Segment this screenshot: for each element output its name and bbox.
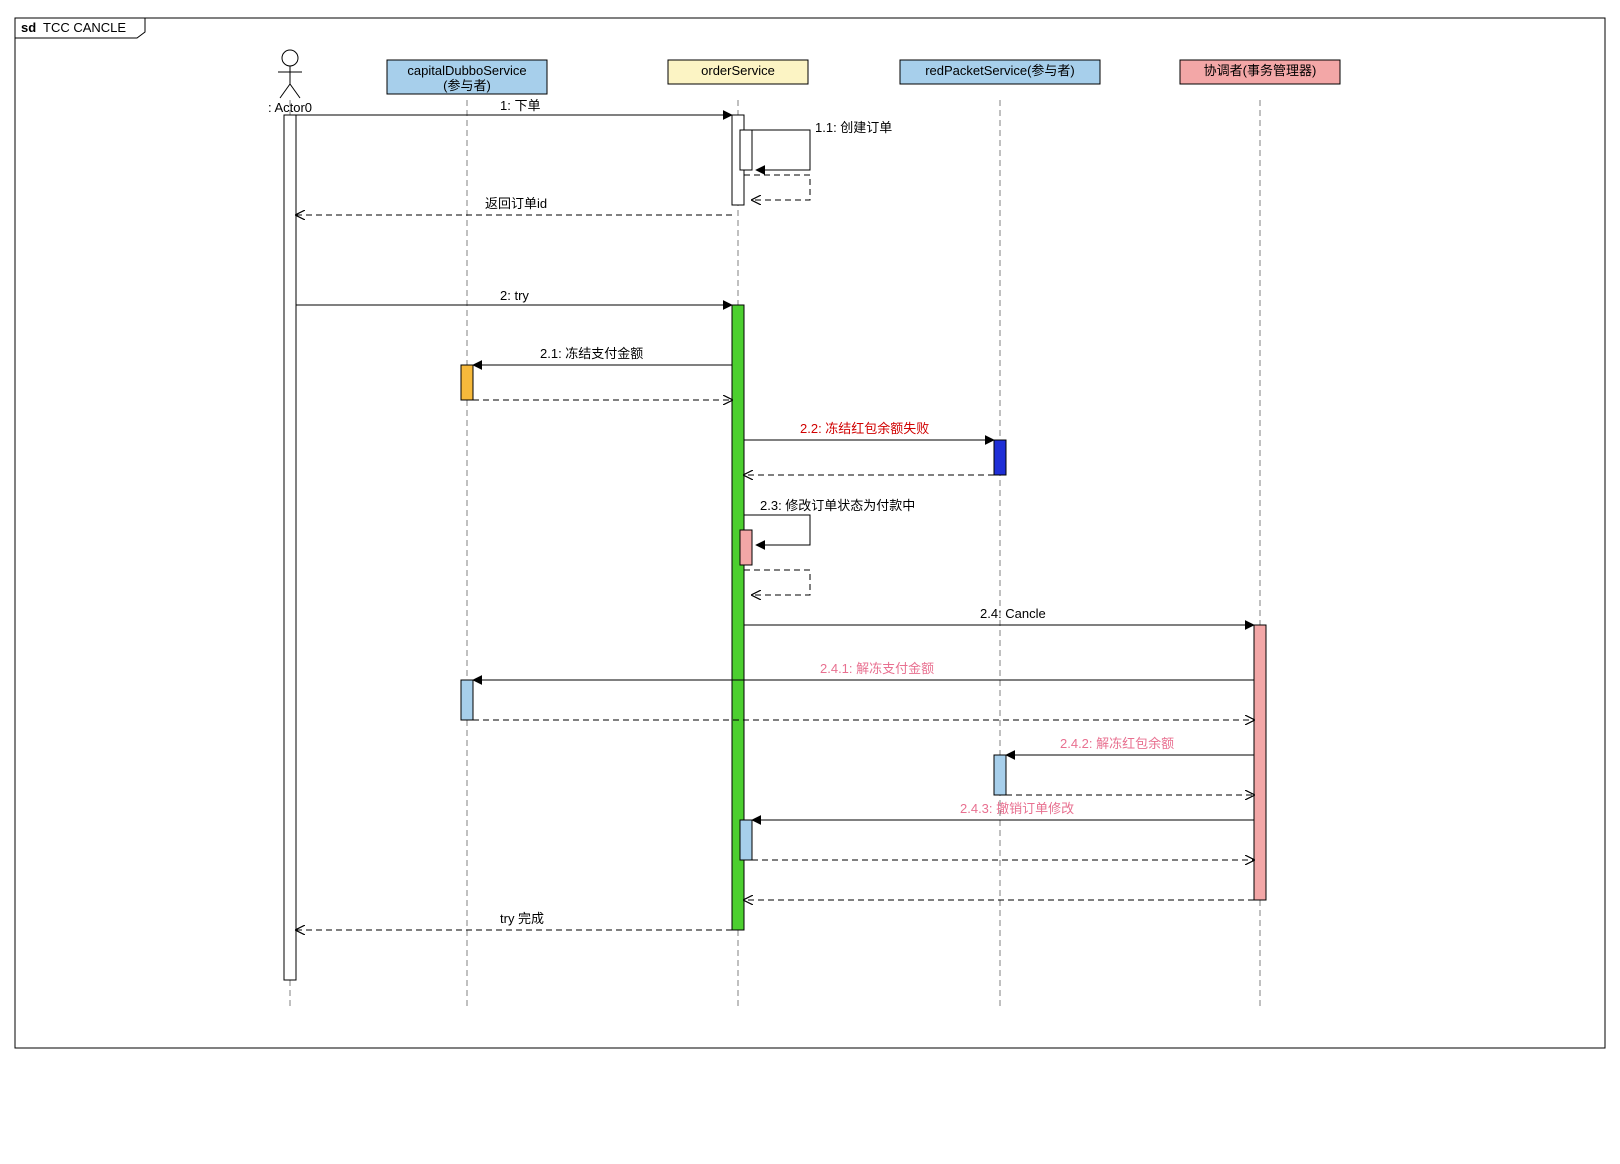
activation-0 xyxy=(284,115,296,980)
message-label-12: 2.4.1: 解冻支付金额 xyxy=(820,661,934,676)
participant-order-label-0: orderService xyxy=(701,63,775,78)
activation-5 xyxy=(994,440,1006,475)
message-9 xyxy=(744,515,810,545)
message-1 xyxy=(744,130,810,170)
frame-title: TCC CANCLE xyxy=(43,20,126,35)
activation-8 xyxy=(461,680,473,720)
participant-redpacket-label-0: redPacketService(参与者) xyxy=(925,63,1075,78)
actor-head xyxy=(282,50,298,66)
message-label-14: 2.4.2: 解冻红包余额 xyxy=(1060,736,1174,751)
message-label-19: try 完成 xyxy=(500,911,544,926)
message-label-3: 返回订单id xyxy=(485,196,547,211)
activation-9 xyxy=(994,755,1006,795)
message-label-5: 2.1: 冻结支付金额 xyxy=(540,346,643,361)
participant-coord-label-0: 协调者(事务管理器) xyxy=(1204,63,1317,78)
message-label-1: 1.1: 创建订单 xyxy=(815,120,892,135)
message-return-10 xyxy=(744,570,810,595)
message-label-9: 2.3: 修改订单状态为付款中 xyxy=(760,498,915,513)
activation-7 xyxy=(1254,625,1266,900)
message-label-4: 2: try xyxy=(500,288,529,303)
participant-capital-label-0: capitalDubboService xyxy=(407,63,526,78)
activation-6 xyxy=(740,530,752,565)
activation-10 xyxy=(740,820,752,860)
message-label-11: 2.4: Cancle xyxy=(980,606,1046,621)
frame-prefix: sd xyxy=(21,20,36,35)
activation-2 xyxy=(740,130,752,170)
message-label-16: 2.4.3: 撤销订单修改 xyxy=(960,801,1074,816)
message-return-2 xyxy=(744,175,810,200)
actor-leg-r xyxy=(290,84,300,98)
participant-capital-label-1: (参与者) xyxy=(443,78,491,93)
message-label-7: 2.2: 冻结红包余额失败 xyxy=(800,421,929,436)
message-label-0: 1: 下单 xyxy=(500,98,540,113)
actor-leg-l xyxy=(280,84,290,98)
activation-4 xyxy=(461,365,473,400)
